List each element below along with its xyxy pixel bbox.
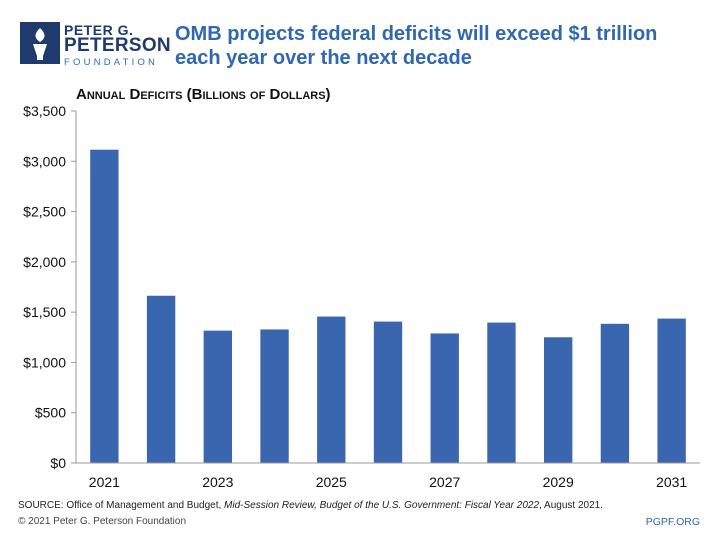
x-tick-label: 2031 — [656, 474, 687, 490]
bar-2028 — [487, 322, 516, 463]
x-tick-label: 2023 — [202, 474, 233, 490]
torch-logo-icon — [20, 22, 60, 64]
y-tick-label: $2,500 — [23, 204, 66, 220]
x-tick-label: 2027 — [429, 474, 460, 490]
x-tick-label: 2025 — [316, 474, 347, 490]
logo-text-line2: PETERSON — [64, 35, 171, 56]
bars — [90, 149, 686, 463]
logo-text-line1: PETER G. — [64, 22, 134, 38]
y-tick-label: $1,000 — [23, 354, 66, 370]
source-suffix: , August 2021. — [539, 500, 603, 511]
bar-2022 — [146, 295, 176, 463]
chart-title: Annual Deficits (Billions of Dollars) — [76, 86, 331, 103]
bar-2023 — [203, 330, 232, 463]
x-tick-label: 2021 — [89, 474, 120, 490]
y-tick-label: $3,500 — [23, 103, 66, 119]
copyright: © 2021 Peter G. Peterson Foundation — [18, 516, 187, 527]
bar-2029 — [544, 337, 573, 463]
y-axis: $0 $500 $1,000 $1,500 $2,000 $2,500 $3,000 $3,5… — [23, 103, 77, 471]
logo: PETER G. PETERSON FOUNDATION — [20, 22, 171, 68]
headline: OMB projects federal deficits will excee… — [175, 23, 658, 69]
bar-2021 — [90, 149, 119, 463]
y-tick-label: $1,500 — [23, 304, 66, 320]
y-tick-label: $0 — [50, 455, 66, 471]
bar-2024 — [260, 329, 289, 463]
source-title: Mid-Session Review, Budget of the U.S. G… — [224, 500, 540, 511]
bar-2025 — [317, 316, 346, 463]
site-link[interactable]: PGPF.ORG — [645, 516, 700, 528]
y-tick-label: $3,000 — [23, 153, 66, 169]
bar-2026 — [373, 321, 403, 463]
x-axis: 2021 2023 2025 2027 2029 2031 — [76, 462, 700, 490]
source-note: SOURCE: Office of Management and Budget,… — [18, 500, 603, 511]
bar-2030 — [600, 323, 630, 463]
y-tick-label: $2,000 — [23, 254, 66, 270]
bar-2027 — [430, 333, 459, 463]
x-tick-label: 2029 — [543, 474, 574, 490]
logo-text-line3: FOUNDATION — [64, 57, 159, 68]
y-tick-label: $500 — [35, 405, 66, 421]
source-prefix: SOURCE: Office of Management and Budget, — [18, 500, 225, 511]
bar-2031 — [657, 318, 686, 463]
